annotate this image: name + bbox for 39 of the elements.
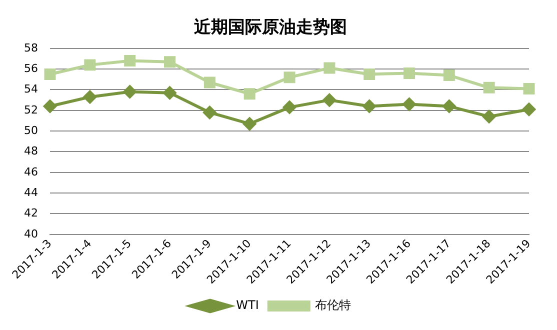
y-tick-label: 48 — [24, 144, 38, 158]
legend-label: WTI — [236, 298, 259, 312]
y-tick-label: 52 — [24, 103, 38, 116]
point — [283, 100, 296, 114]
point — [522, 102, 536, 116]
point — [83, 90, 96, 104]
point — [244, 88, 256, 100]
point — [362, 100, 376, 113]
point — [44, 68, 56, 80]
y-tick-label: 40 — [24, 227, 38, 240]
y-tick-label: 56 — [24, 62, 38, 75]
point — [43, 100, 56, 113]
point — [482, 110, 496, 124]
point — [163, 86, 176, 100]
point — [404, 67, 415, 79]
point — [203, 106, 216, 119]
point — [284, 72, 296, 84]
point — [483, 82, 495, 94]
y-tick-label: 58 — [24, 41, 38, 54]
chart-title: 近期国际原油走势图 — [193, 18, 347, 38]
y-tick-label: 42 — [24, 206, 38, 220]
point — [523, 82, 535, 94]
point — [443, 70, 455, 82]
y-tick-label: 50 — [24, 124, 38, 137]
point — [164, 56, 176, 68]
point — [204, 76, 216, 88]
legend-label: 布伦特 — [314, 298, 351, 312]
point — [322, 94, 336, 107]
y-tick-label: 54 — [24, 82, 38, 96]
point — [123, 85, 136, 98]
point — [84, 59, 96, 71]
y-tick-label: 44 — [24, 186, 38, 199]
y-tick-label: 46 — [24, 165, 38, 178]
point — [364, 68, 376, 80]
point — [324, 62, 336, 74]
point — [442, 100, 456, 113]
point — [402, 98, 416, 111]
point — [243, 117, 256, 130]
point — [124, 55, 136, 67]
